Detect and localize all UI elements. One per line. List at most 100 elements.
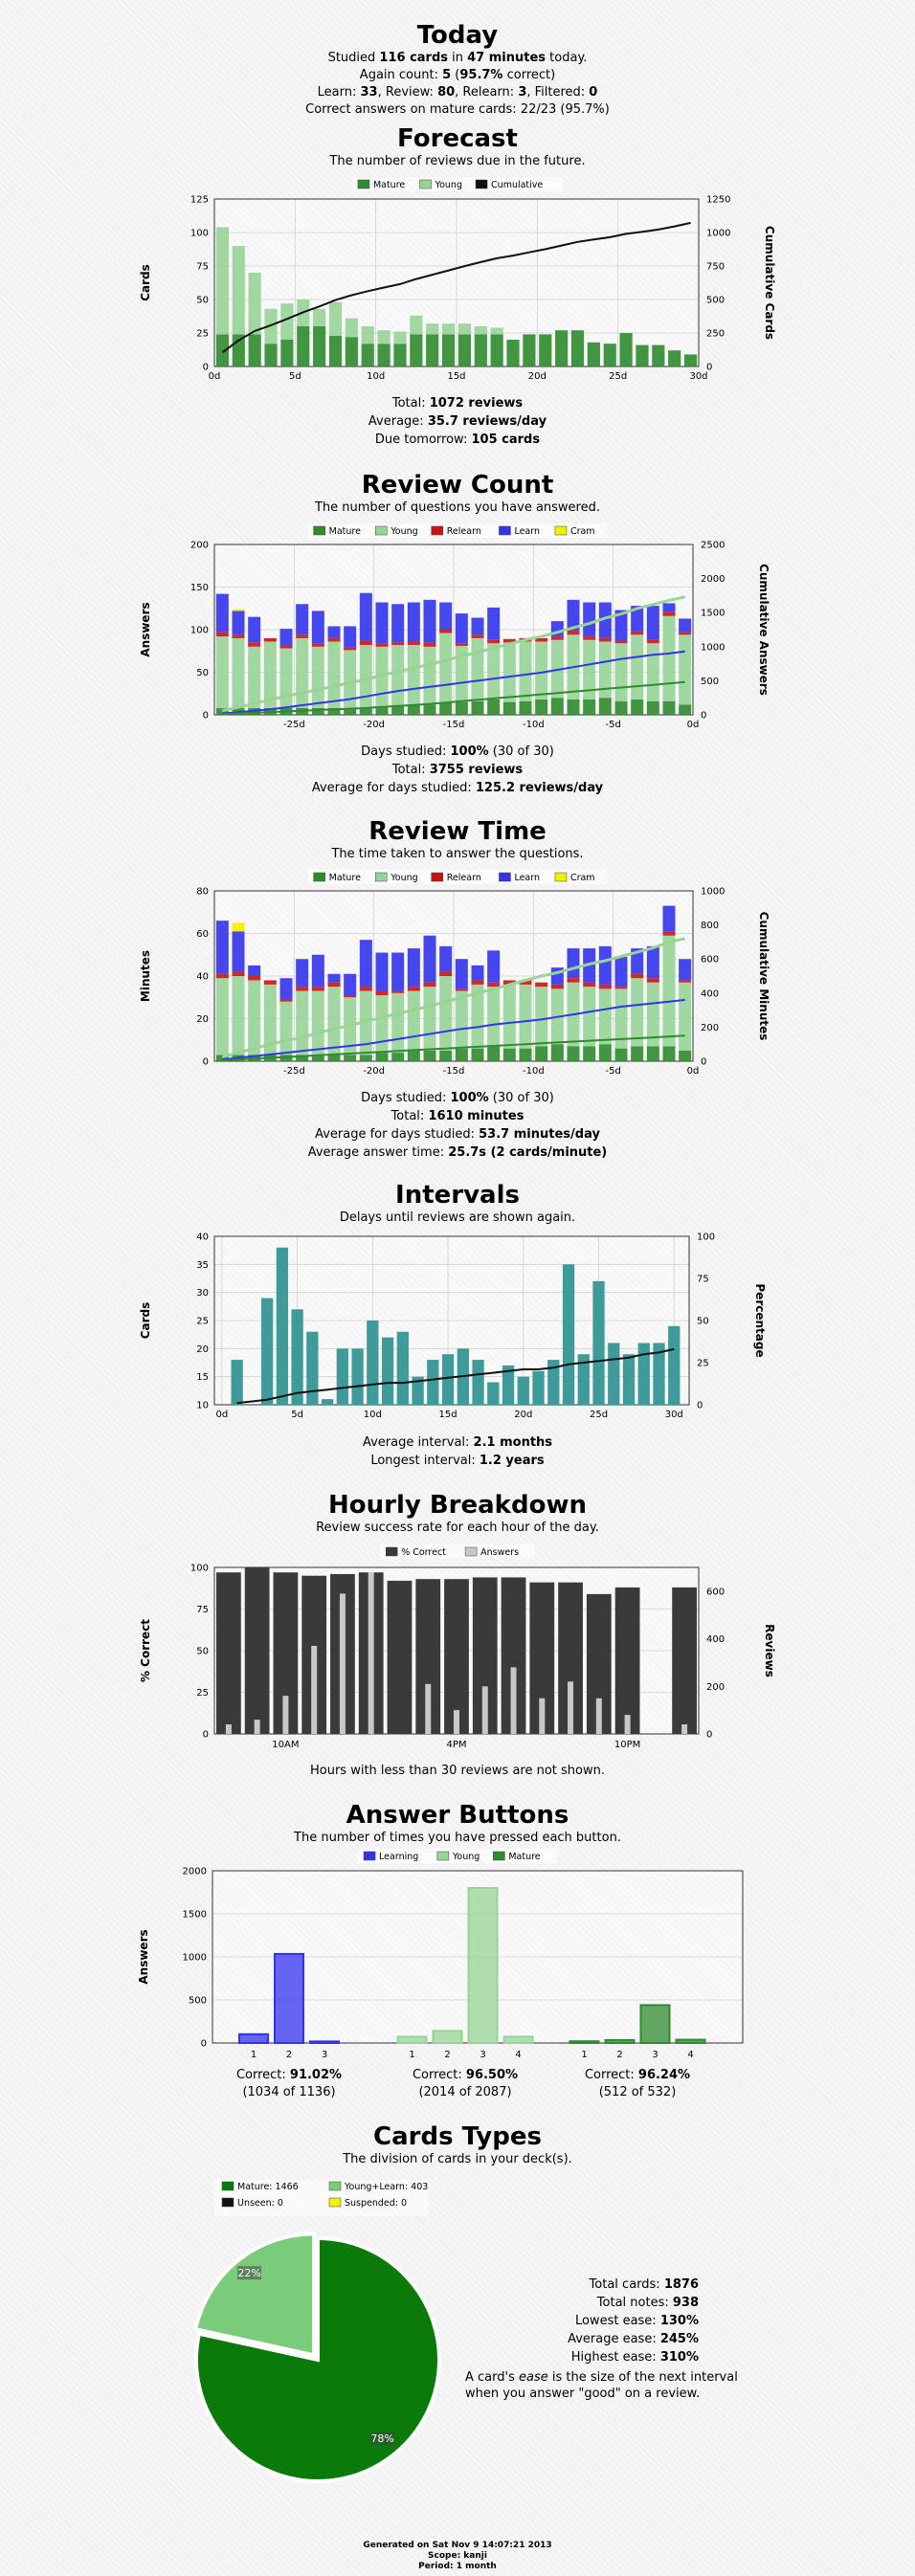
stat-fragment: 938 [672, 2296, 699, 2310]
legend-swatch [328, 2181, 342, 2191]
review-time-stat-line: Total: 1610 minutes [0, 1107, 915, 1125]
footer: Generated on Sat Nov 9 14:07:21 2013 Sco… [0, 2541, 915, 2572]
bar-mature [328, 335, 343, 366]
bar-relearn [679, 980, 692, 983]
bar-relearn [248, 642, 261, 647]
bar-mature [361, 344, 374, 366]
y2-tick-label: 0 [697, 1401, 703, 1411]
plot-border [213, 544, 694, 716]
legend-swatch [554, 525, 568, 536]
card-types-subtitle: The division of cards in your deck(s). [343, 2152, 572, 2166]
bar-learn [215, 921, 229, 974]
y-tick-label: 200 [190, 541, 209, 551]
bar-young [631, 978, 644, 1047]
y2-tick-label: 1000 [706, 229, 730, 239]
card-types-stat-row: Highest ease: 310% [536, 2348, 699, 2366]
today-fragment: today. [546, 51, 588, 65]
answer-buttons-chart: Learning Young Mature 0 500 1000 1500 2000 Answe… [137, 1849, 744, 2060]
bar-learn [391, 604, 405, 643]
interval-stats: Average interval: 2.1 months Longest inte… [0, 1433, 915, 1470]
legend-label: Young+Learn: 403 [344, 2182, 428, 2192]
bar-interval [637, 1343, 650, 1405]
bar-young [215, 227, 230, 335]
bar-young [550, 639, 564, 699]
answer-buttons-stat: Correct: 96.50% (2014 of 2087) [379, 2067, 551, 2101]
bar-learn [215, 593, 229, 633]
stat-fragment: 53.7 minutes/day [479, 1127, 600, 1142]
bar-percent-correct [244, 1567, 270, 1734]
bar-learn [598, 602, 612, 638]
bar-relearn [631, 631, 644, 635]
bar-young [679, 634, 692, 705]
y-tick-label: 100 [190, 626, 209, 636]
legend-swatch [313, 525, 325, 536]
stat-fragment: (30 of 30) [488, 744, 554, 759]
bar-relearn [439, 971, 453, 976]
y2-axis-label: Percentage [753, 1283, 767, 1357]
y2-tick-label: 600 [706, 1587, 725, 1597]
pie-label-background [237, 2266, 262, 2280]
bar-mature [391, 706, 405, 715]
bar-mature [327, 1055, 341, 1061]
bar-learn [679, 618, 692, 633]
y-tick-label: 0 [203, 1730, 209, 1741]
stat-fragment: (512 of 532) [598, 2085, 677, 2099]
legend-label: Unseen: 0 [237, 2198, 283, 2209]
x-tick-label: 20d [514, 1410, 532, 1420]
bar-mature [523, 334, 536, 366]
y-tick-label: 100 [190, 1564, 209, 1574]
bar-learn [248, 616, 261, 643]
bar-relearn [344, 995, 357, 998]
bar-interval [472, 1360, 484, 1405]
bar-mature [662, 700, 676, 715]
bar-mature [619, 333, 633, 366]
x-tick-label: -10d [523, 720, 545, 730]
bar-learn [327, 626, 341, 638]
bar-mature [502, 1048, 516, 1061]
bar-young-button-4 [502, 2035, 534, 2044]
bar-learn [359, 940, 372, 988]
bar-mature [490, 334, 503, 366]
bar-learn [391, 952, 405, 991]
bar-mature [583, 699, 596, 715]
intervals-subtitle: Delays until reviews are shown again. [339, 1210, 576, 1225]
bar-mature [391, 1053, 405, 1061]
stat-fragment: Average ease: [568, 2332, 660, 2346]
cumulative-line-cumulative-learn [222, 650, 685, 715]
x-tick-label: 4 [687, 2050, 693, 2060]
bar-relearn [327, 982, 341, 988]
bar-relearn [423, 982, 436, 988]
footer-period: Period: 1 month [418, 2562, 497, 2571]
bar-mature [570, 330, 585, 366]
bar-relearn [598, 637, 612, 642]
bar-young [598, 641, 612, 699]
legend-label: Learning [379, 1852, 418, 1862]
bar-young [232, 637, 245, 708]
y-tick-label: 40 [196, 1232, 209, 1243]
legend-label: Relearn [447, 873, 481, 883]
stat-fragment: 100% [450, 744, 489, 759]
legend-background [380, 1544, 535, 1559]
bar-mature [280, 340, 294, 366]
bar-learn [631, 948, 644, 974]
legend-label: Young [452, 1852, 480, 1862]
bar-mature [636, 344, 649, 366]
bar-interval [260, 1298, 274, 1405]
y2-tick-label: 200 [706, 1682, 725, 1693]
bar-young [248, 273, 261, 335]
bar-mature [679, 1050, 692, 1061]
bar-learn [614, 956, 628, 988]
x-tick-label: 30d [665, 1410, 683, 1420]
bar-mature [471, 700, 484, 715]
bar-answers [254, 1720, 260, 1734]
bar-relearn [502, 980, 516, 985]
bar-interval [291, 1309, 303, 1405]
bar-learn [567, 599, 580, 631]
bar-mature [426, 334, 439, 366]
stat-fragment: Days studied: [361, 1091, 451, 1105]
today-fragment: 95.7% [459, 68, 503, 82]
review-time-stat-line: Average answer time: 25.7s (2 cards/minu… [0, 1144, 915, 1162]
y-tick-label: 80 [196, 887, 209, 898]
bar-young [458, 323, 472, 335]
